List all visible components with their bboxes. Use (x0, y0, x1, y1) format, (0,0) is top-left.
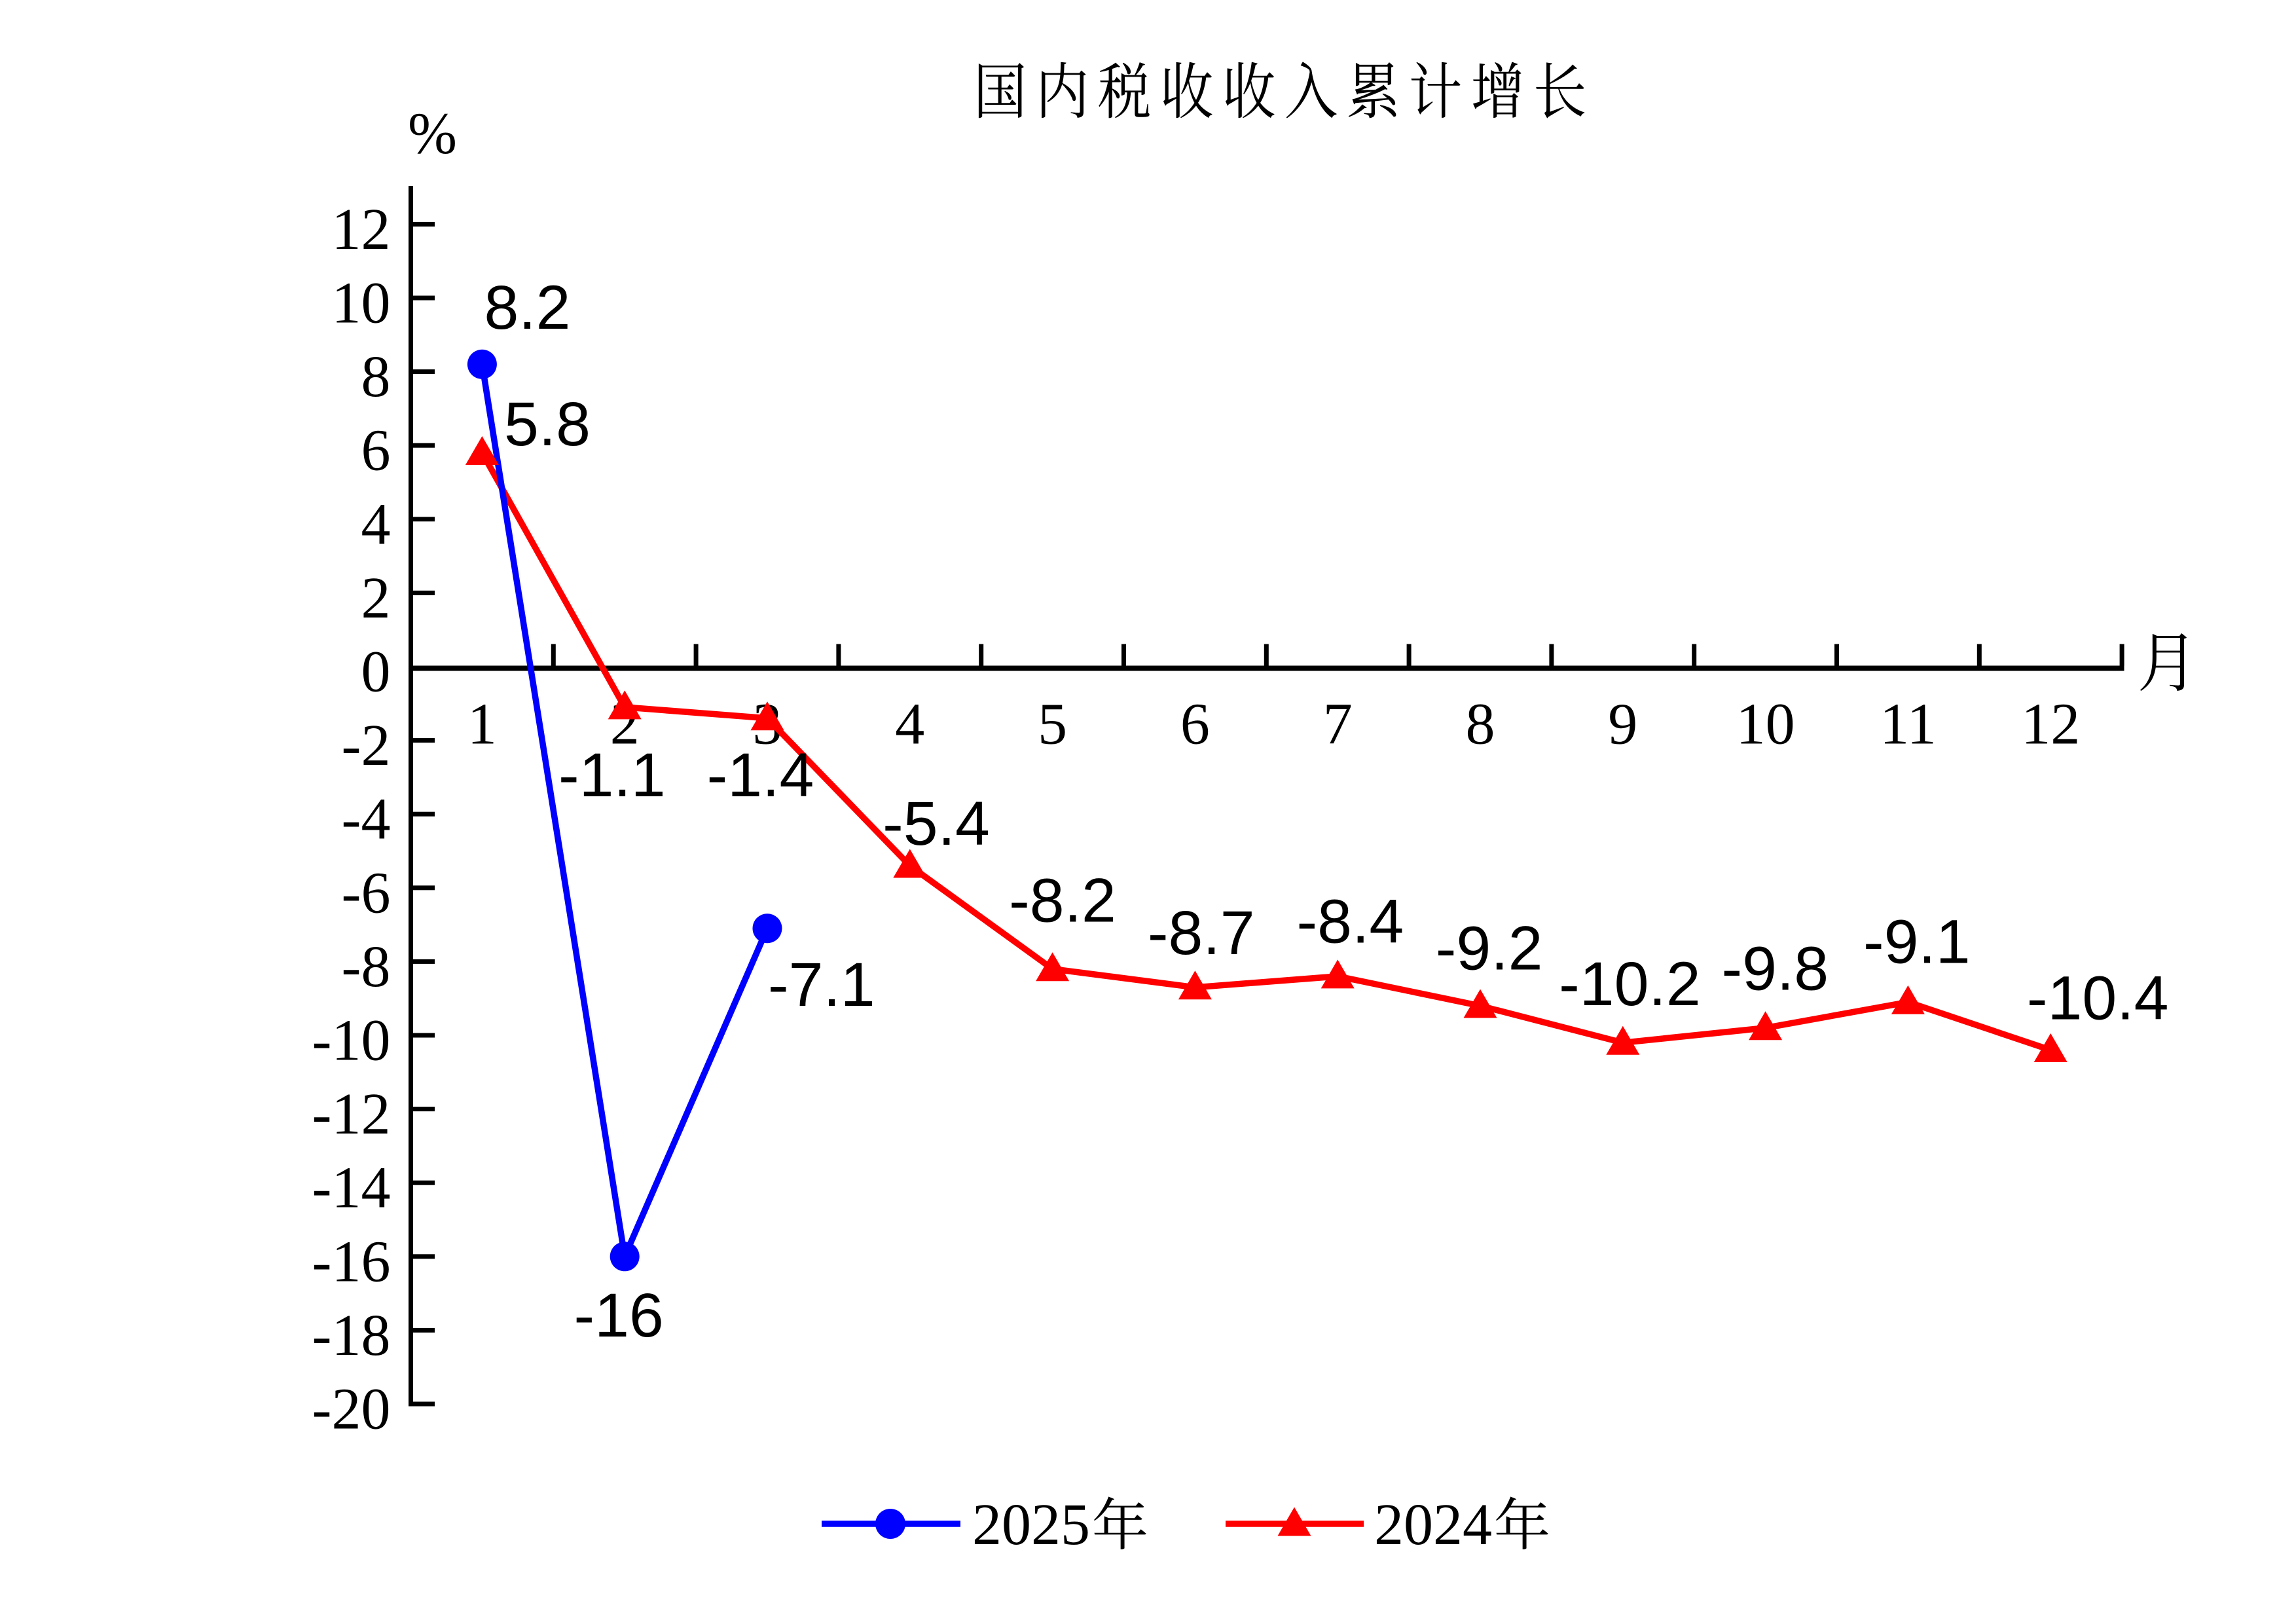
svg-text:6: 6 (361, 418, 391, 483)
svg-text:-10.4: -10.4 (2027, 963, 2169, 1033)
svg-text:-16: -16 (574, 1281, 664, 1350)
svg-text:6: 6 (1180, 692, 1210, 757)
svg-text:0: 0 (361, 640, 391, 705)
svg-text:10: 10 (1736, 692, 1795, 757)
svg-text:1: 1 (467, 692, 497, 757)
svg-text:-9.1: -9.1 (1863, 908, 1971, 977)
svg-text:11: 11 (1880, 692, 1937, 757)
svg-text:%: % (408, 101, 457, 166)
svg-text:-1.4: -1.4 (707, 741, 814, 810)
svg-text:-7.1: -7.1 (768, 950, 875, 1020)
svg-text:4: 4 (361, 492, 391, 557)
svg-text:-8.4: -8.4 (1297, 887, 1404, 956)
svg-text:-9.2: -9.2 (1436, 914, 1543, 984)
svg-text:-8: -8 (342, 934, 391, 999)
svg-text:2: 2 (361, 566, 391, 631)
svg-text:2025: 2025 (972, 1492, 1090, 1557)
svg-text:10: 10 (332, 271, 391, 336)
svg-text:5.8: 5.8 (504, 390, 591, 459)
svg-text:-10: -10 (312, 1008, 391, 1073)
svg-text:-2: -2 (342, 713, 391, 778)
svg-text:-9.8: -9.8 (1721, 934, 1829, 1004)
svg-text:-18: -18 (312, 1303, 391, 1368)
svg-text:-8.7: -8.7 (1148, 898, 1255, 968)
svg-text:-4: -4 (342, 787, 391, 852)
svg-text:-14: -14 (312, 1156, 391, 1221)
svg-text:-16: -16 (312, 1229, 391, 1294)
svg-text:-6: -6 (342, 860, 391, 925)
svg-text:-5.4: -5.4 (883, 789, 990, 858)
svg-text:8: 8 (1466, 692, 1495, 757)
svg-text:12: 12 (332, 197, 391, 262)
svg-text:9: 9 (1608, 692, 1637, 757)
svg-text:-10.2: -10.2 (1559, 950, 1701, 1019)
svg-text:8: 8 (361, 344, 391, 409)
svg-text:-20: -20 (312, 1377, 391, 1442)
svg-text:-1.1: -1.1 (558, 741, 666, 810)
svg-text:4: 4 (895, 692, 924, 757)
svg-text:-8.2: -8.2 (1009, 866, 1116, 936)
svg-text:5: 5 (1038, 692, 1067, 757)
svg-text:2024: 2024 (1374, 1492, 1492, 1557)
svg-text:7: 7 (1323, 692, 1353, 757)
svg-text:12: 12 (2021, 692, 2080, 757)
svg-text:-12: -12 (312, 1082, 391, 1147)
svg-text:8.2: 8.2 (484, 273, 570, 342)
